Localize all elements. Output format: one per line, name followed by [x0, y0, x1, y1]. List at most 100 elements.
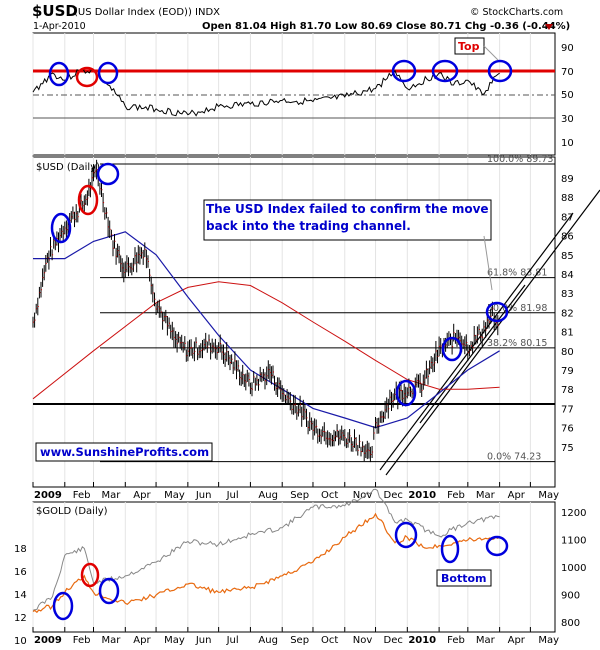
blue-circle-annotation: [391, 59, 417, 83]
chart-header: $USD (US Dollar Index (EOD)) INDX 1-Apr-…: [32, 2, 570, 32]
x-axis-label: 2010: [408, 490, 436, 501]
down-arrow-icon: [545, 24, 553, 30]
rsi-axis-ticks: 90 70 50 30 10: [561, 43, 574, 149]
price-tick: 80: [561, 347, 574, 358]
gold-panel-title: $GOLD (Daily): [36, 506, 108, 517]
rsi-tick: 10: [561, 138, 574, 149]
x-axis-label: Oct: [321, 490, 338, 501]
ohlc-summary: Open 81.04 High 81.70 Low 80.69 Close 80…: [202, 21, 570, 32]
x-axis-label: 2009: [34, 490, 62, 501]
gold-panel: [32, 501, 556, 633]
price-x-axis: 2009 Feb Mar Apr May Jun Jul Aug Sep Oct Nov Dec 201…: [32, 482, 559, 501]
symbol-title: $USD: [32, 2, 78, 20]
red-circle-annotation: [75, 66, 99, 88]
blue-circle-annotation: [440, 534, 460, 564]
x-axis-label: Jul: [226, 635, 239, 646]
x-axis-label: Jun: [195, 490, 212, 501]
x-axis-label: Nov: [353, 635, 373, 646]
x-axis-label: Feb: [73, 490, 91, 501]
rsi-line: [32, 68, 500, 117]
blue-circle-annotation: [96, 162, 120, 186]
price-tick: 83: [561, 289, 574, 300]
bottom-text: Bottom: [441, 572, 486, 585]
blue-circle-annotation: [52, 591, 74, 621]
chart-date: 1-Apr-2010: [33, 21, 86, 32]
x-axis-label: May: [164, 635, 185, 646]
x-axis-label: Apr: [508, 635, 526, 646]
gold-circles: [52, 521, 509, 621]
rsi-tick: 50: [561, 90, 574, 101]
gold-right-tick: 1000: [561, 563, 586, 574]
x-axis-label: 2009: [34, 635, 62, 646]
fib-level-label: 61.8% 83.81: [487, 268, 547, 279]
price-tick: 88: [561, 193, 574, 204]
gold-left-tick: 18: [14, 544, 27, 555]
price-tick: 89: [561, 174, 574, 185]
gold-left-tick: 10: [14, 636, 27, 647]
rsi-tick: 70: [561, 67, 574, 78]
fib-level-label: 50.0% 81.98: [487, 303, 547, 314]
blue-circle-annotation: [485, 301, 509, 323]
top-label: Top: [454, 37, 499, 61]
fib-level-label: 100.0% 89.73: [487, 154, 553, 165]
price-tick: 78: [561, 385, 574, 396]
website-text: www.SunshineProfits.com: [40, 445, 209, 459]
price-tick: 81: [561, 328, 574, 339]
x-axis-label: Sep: [290, 490, 309, 501]
top-text: Top: [458, 40, 480, 53]
price-tick: 86: [561, 232, 574, 243]
gold-axis-ticks: 18 16 14 12 10 1200 1100 1000 900 800: [14, 508, 586, 647]
gold-right-tick: 900: [561, 591, 580, 602]
channel-mid-line: [419, 284, 526, 424]
symbol-name: (US Dollar Index (EOD)) INDX: [74, 7, 220, 18]
blue-circle-annotation: [395, 379, 417, 407]
price-circles: [50, 162, 509, 407]
x-axis-label: Jul: [226, 490, 239, 501]
rsi-circles: [48, 59, 513, 88]
rsi-reference-lines: [33, 69, 555, 119]
price-panel-title: $USD (Daily): [36, 162, 100, 173]
gold-left-tick: 14: [14, 590, 27, 601]
x-axis-label: Oct: [321, 635, 338, 646]
price-tick: 84: [561, 270, 574, 281]
channel-lower-line: [385, 189, 600, 476]
channel-upper-line: [379, 212, 574, 471]
price-tick: 75: [561, 443, 574, 454]
price-tick: 82: [561, 308, 574, 319]
blue-circle-annotation: [50, 212, 72, 244]
gold-left-tick: 12: [14, 613, 27, 624]
blue-circle-annotation: [431, 59, 459, 83]
x-axis-label: Mar: [102, 635, 122, 646]
gold-right-tick: 1200: [561, 508, 586, 519]
blue-circle-annotation: [441, 336, 463, 362]
price-tick: 85: [561, 251, 574, 262]
x-axis-label: 2010: [408, 635, 436, 646]
fib-level-label: 38.2% 80.15: [487, 338, 547, 349]
gold-right-tick: 1100: [561, 536, 586, 547]
price-axis-ticks: 89 88 87 86 85 84 83 82 81 80 79 78 77 76 75: [561, 174, 574, 454]
bottom-label: Bottom: [436, 569, 492, 587]
price-tick: 87: [561, 212, 574, 223]
gold-x-axis: 2009 Feb Mar Apr May Jun Jul Aug Sep Oct Nov Dec 201…: [32, 627, 559, 646]
gold-right-tick: 800: [561, 618, 580, 629]
x-axis-label: Aug: [258, 635, 278, 646]
annotation-text: The USD Index failed to confirm the move…: [206, 202, 489, 233]
blue-circle-annotation: [485, 535, 509, 557]
x-axis-label: Apr: [133, 490, 151, 501]
rsi-tick: 90: [561, 43, 574, 54]
x-axis-label: Feb: [447, 635, 465, 646]
x-axis-label: Aug: [258, 490, 278, 501]
x-axis-label: Jun: [195, 635, 212, 646]
price-tick: 77: [561, 404, 574, 415]
rsi-tick: 30: [561, 114, 574, 125]
red-circle-annotation: [77, 184, 99, 216]
trend-channel: [379, 189, 600, 476]
x-axis-label: Feb: [73, 635, 91, 646]
x-axis-label: Nov: [353, 490, 373, 501]
blue-circle-annotation: [98, 577, 120, 605]
annotation-box: The USD Index failed to confirm the move…: [203, 199, 493, 291]
blue-circle-annotation: [487, 59, 513, 83]
source-credit: © StockCharts.com: [470, 7, 563, 18]
blue-circle-annotation: [97, 61, 119, 85]
